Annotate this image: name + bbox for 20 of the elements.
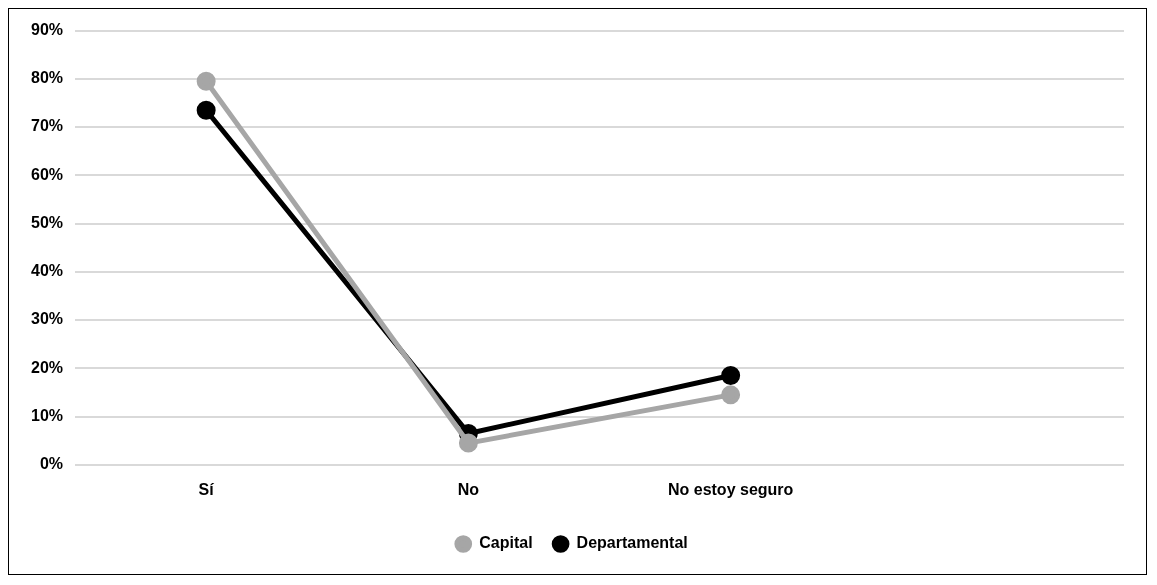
point	[196, 100, 216, 120]
x-tick-label: Sí	[198, 480, 215, 498]
y-tick-label: 80%	[30, 69, 64, 87]
y-tick-label: 60%	[30, 165, 64, 183]
legend-label: Capital	[479, 534, 533, 552]
point	[458, 433, 478, 453]
x-tick-label: No	[457, 480, 480, 498]
y-tick-label: 70%	[30, 117, 64, 135]
y-tick-label: 30%	[30, 310, 64, 328]
point	[721, 385, 741, 405]
y-tick-label: 40%	[30, 262, 64, 280]
y-tick-label: 0%	[39, 455, 64, 473]
y-tick-label: 20%	[30, 358, 64, 376]
x-tick-label: No estoy seguro	[667, 480, 794, 498]
point	[196, 71, 216, 91]
y-tick-label: 10%	[30, 406, 64, 424]
point	[721, 366, 741, 386]
y-tick-label: 90%	[30, 21, 64, 39]
legend-label: Departamental	[576, 534, 688, 552]
y-tick-label: 50%	[30, 213, 64, 231]
